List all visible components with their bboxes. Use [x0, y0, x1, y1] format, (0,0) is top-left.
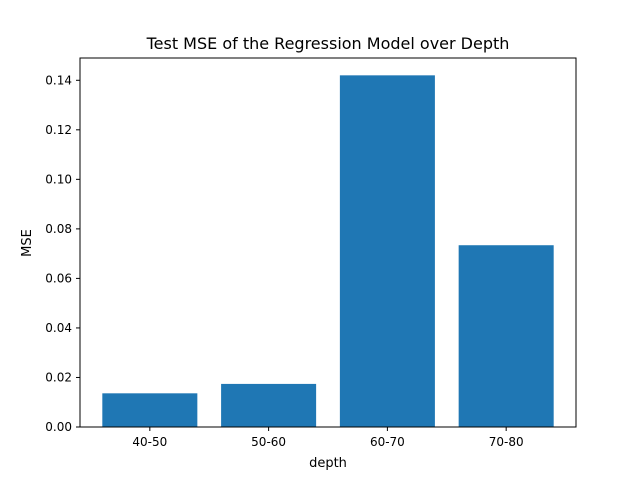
y-axis-ticks: 0.00 0.02 0.04 0.06 0.08 0.10 0.12 0.14	[45, 73, 80, 434]
x-tick-label: 70-80	[489, 435, 524, 449]
y-tick-label: 0.14	[45, 73, 72, 87]
bar-40-50	[102, 393, 198, 427]
y-tick-label: 0.00	[45, 420, 72, 434]
x-axis-label: depth	[309, 456, 347, 471]
y-axis-label: MSE	[20, 229, 35, 257]
bar-70-80	[458, 245, 554, 427]
chart-title: Test MSE of the Regression Model over De…	[146, 34, 510, 53]
x-tick-label: 60-70	[370, 435, 405, 449]
y-tick-label: 0.08	[45, 222, 72, 236]
bar-50-60	[221, 383, 317, 427]
bar-60-70	[339, 75, 435, 427]
bars-group	[102, 75, 554, 427]
y-tick-label: 0.12	[45, 123, 72, 137]
y-tick-label: 0.10	[45, 172, 72, 186]
x-tick-label: 50-60	[251, 435, 286, 449]
x-tick-label: 40-50	[132, 435, 167, 449]
y-tick-label: 0.02	[45, 370, 72, 384]
plot-frame	[79, 57, 577, 428]
x-axis-ticks: 40-50 50-60 60-70 70-80	[132, 427, 524, 449]
y-tick-label: 0.06	[45, 271, 72, 285]
y-tick-label: 0.04	[45, 321, 72, 335]
